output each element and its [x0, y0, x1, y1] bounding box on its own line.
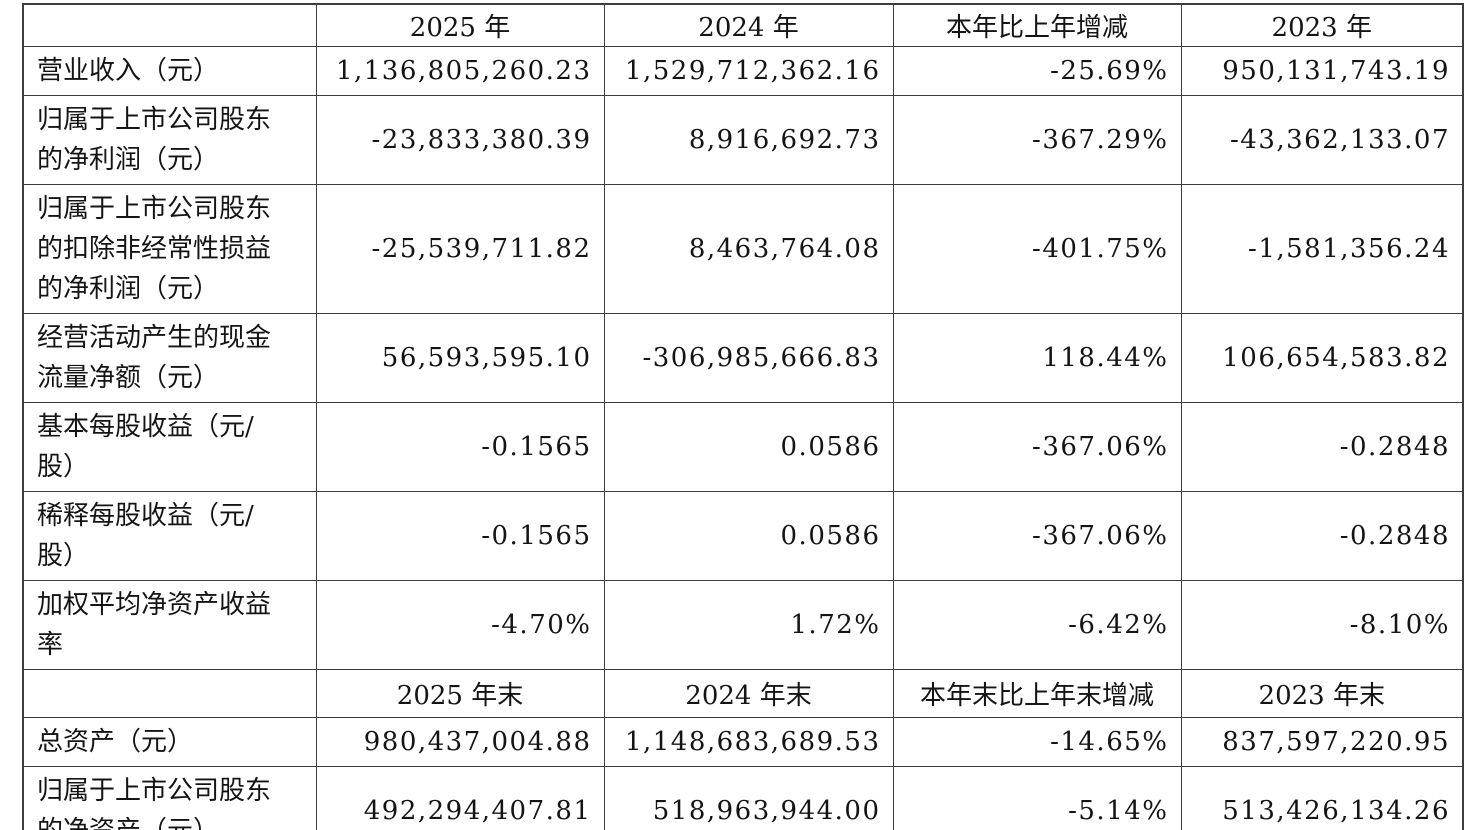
cell-revenue-change: -25.69%	[892, 46, 1182, 96]
header-2024-yearend: 2024 年末	[603, 669, 894, 718]
cell-net-profit-2025: -23,833,380.39	[315, 95, 605, 185]
cell-net-assets-2025: 492,294,407.81	[315, 766, 605, 830]
cell-total-assets-2025: 980,437,004.88	[315, 717, 605, 767]
table-row-operating-cash-flow: 经营活动产生的现金 流量净额（元） 56,593,595.10 -306,985…	[22, 313, 1464, 403]
cell-roe-2025: -4.70%	[315, 580, 605, 670]
cell-cash-flow-change: 118.44%	[892, 313, 1182, 403]
financial-summary-table: 2025 年 2024 年 本年比上年增减 2023 年 营业收入（元） 1,1…	[22, 3, 1464, 830]
table-row-total-assets: 总资产（元） 980,437,004.88 1,148,683,689.53 -…	[22, 717, 1464, 767]
table-row-revenue: 营业收入（元） 1,136,805,260.23 1,529,712,362.1…	[22, 46, 1464, 96]
row-label-net-assets: 归属于上市公司股东 的净资产（元）	[22, 766, 317, 830]
cell-net-profit-2023: -43,362,133.07	[1180, 95, 1464, 185]
table-header-row-annual: 2025 年 2024 年 本年比上年增减 2023 年	[22, 3, 1464, 47]
cell-basic-eps-2023: -0.2848	[1180, 402, 1464, 492]
cell-net-assets-2024: 518,963,944.00	[603, 766, 894, 830]
cell-diluted-eps-2024: 0.0586	[603, 491, 894, 581]
cell-revenue-2025: 1,136,805,260.23	[315, 46, 605, 96]
cell-diluted-eps-2023: -0.2848	[1180, 491, 1464, 581]
header-yoy-change: 本年比上年增减	[892, 3, 1182, 47]
table-row-net-profit: 归属于上市公司股东 的净利润（元） -23,833,380.39 8,916,6…	[22, 95, 1464, 185]
header-blank-cell	[22, 669, 317, 718]
cell-cash-flow-2025: 56,593,595.10	[315, 313, 605, 403]
row-label-basic-eps: 基本每股收益（元/ 股）	[22, 402, 317, 492]
cell-roe-2024: 1.72%	[603, 580, 894, 670]
row-label-total-assets: 总资产（元）	[22, 717, 317, 767]
cell-roe-2023: -8.10%	[1180, 580, 1464, 670]
row-label-operating-cash-flow: 经营活动产生的现金 流量净额（元）	[22, 313, 317, 403]
row-label-net-profit-excl-nonrecurring: 归属于上市公司股东 的扣除非经常性损益 的净利润（元）	[22, 184, 317, 314]
cell-basic-eps-2025: -0.1565	[315, 402, 605, 492]
cell-diluted-eps-2025: -0.1565	[315, 491, 605, 581]
header-2024: 2024 年	[603, 3, 894, 47]
cell-total-assets-2023: 837,597,220.95	[1180, 717, 1464, 767]
cell-net-assets-2023: 513,426,134.26	[1180, 766, 1464, 830]
cell-net-profit-2024: 8,916,692.73	[603, 95, 894, 185]
cell-net-profit-excl-2025: -25,539,711.82	[315, 184, 605, 314]
cell-total-assets-change: -14.65%	[892, 717, 1182, 767]
header-2025: 2025 年	[315, 3, 605, 47]
row-label-revenue: 营业收入（元）	[22, 46, 317, 96]
cell-net-assets-change: -5.14%	[892, 766, 1182, 830]
cell-basic-eps-2024: 0.0586	[603, 402, 894, 492]
cell-diluted-eps-change: -367.06%	[892, 491, 1182, 581]
header-blank-cell	[22, 3, 317, 47]
table-row-weighted-avg-roe: 加权平均净资产收益 率 -4.70% 1.72% -6.42% -8.10%	[22, 580, 1464, 670]
row-label-diluted-eps: 稀释每股收益（元/ 股）	[22, 491, 317, 581]
header-2025-yearend: 2025 年末	[315, 669, 605, 718]
cell-basic-eps-change: -367.06%	[892, 402, 1182, 492]
cell-net-profit-excl-2024: 8,463,764.08	[603, 184, 894, 314]
table-header-row-yearend: 2025 年末 2024 年末 本年末比上年末增减 2023 年末	[22, 669, 1464, 718]
table-row-basic-eps: 基本每股收益（元/ 股） -0.1565 0.0586 -367.06% -0.…	[22, 402, 1464, 492]
cell-net-profit-excl-change: -401.75%	[892, 184, 1182, 314]
cell-revenue-2024: 1,529,712,362.16	[603, 46, 894, 96]
row-label-net-profit: 归属于上市公司股东 的净利润（元）	[22, 95, 317, 185]
cell-net-profit-excl-2023: -1,581,356.24	[1180, 184, 1464, 314]
cell-revenue-2023: 950,131,743.19	[1180, 46, 1464, 96]
cell-net-profit-change: -367.29%	[892, 95, 1182, 185]
cell-total-assets-2024: 1,148,683,689.53	[603, 717, 894, 767]
header-2023: 2023 年	[1180, 3, 1464, 47]
cell-roe-change: -6.42%	[892, 580, 1182, 670]
cell-cash-flow-2023: 106,654,583.82	[1180, 313, 1464, 403]
row-label-weighted-avg-roe: 加权平均净资产收益 率	[22, 580, 317, 670]
table-row-diluted-eps: 稀释每股收益（元/ 股） -0.1565 0.0586 -367.06% -0.…	[22, 491, 1464, 581]
header-yearend-change: 本年末比上年末增减	[892, 669, 1182, 718]
table-row-net-assets: 归属于上市公司股东 的净资产（元） 492,294,407.81 518,963…	[22, 766, 1464, 830]
header-2023-yearend: 2023 年末	[1180, 669, 1464, 718]
cell-cash-flow-2024: -306,985,666.83	[603, 313, 894, 403]
table-row-net-profit-excl-nonrecurring: 归属于上市公司股东 的扣除非经常性损益 的净利润（元） -25,539,711.…	[22, 184, 1464, 314]
